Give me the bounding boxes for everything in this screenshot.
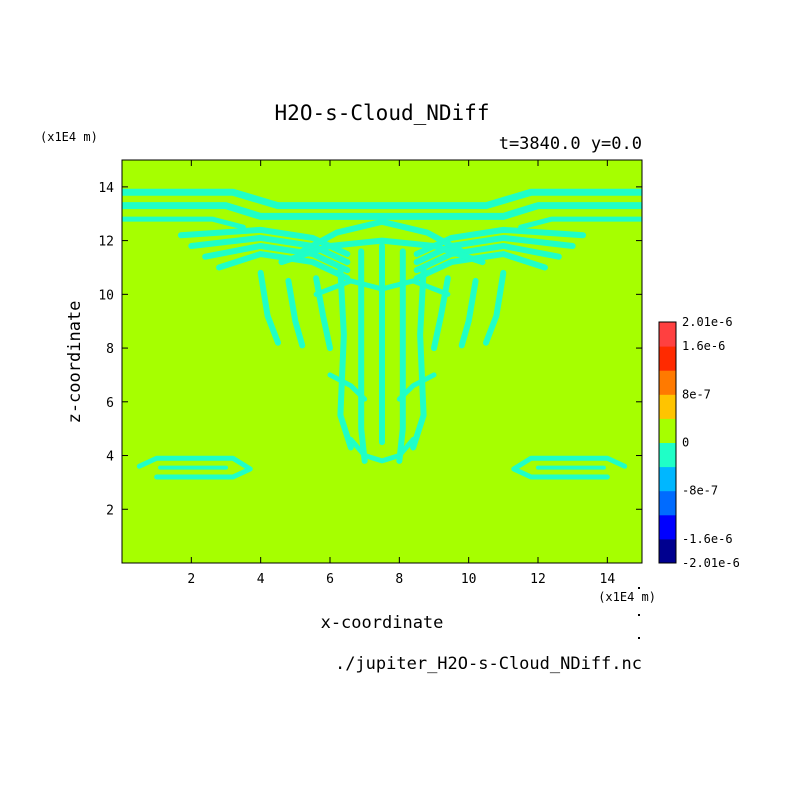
cloud-finger (483, 269, 507, 346)
plot-area (121, 159, 643, 564)
y-axis-unit: (x1E4 m) (40, 130, 98, 144)
colorbar-label: -1.6e-6 (682, 532, 733, 546)
corner-mark (638, 637, 640, 639)
y-axis-label: z-coordinate (65, 301, 85, 424)
corner-marks (638, 587, 640, 639)
cloud-band (122, 202, 642, 220)
cloud-finger (285, 277, 306, 349)
colorbar-segment (659, 394, 676, 419)
x-tick-label: 10 (461, 572, 477, 587)
colorbar-segment (659, 418, 676, 443)
x-tick-label: 6 (326, 572, 334, 587)
y-tick-label: 4 (106, 450, 114, 465)
y-tick-label: 14 (98, 181, 114, 196)
x-axis-unit: (x1E4 m) (598, 590, 656, 604)
cloud-band (122, 216, 246, 230)
cloud-band (518, 216, 642, 230)
cloud-arc-left (188, 234, 351, 266)
corner-mark (638, 587, 640, 589)
y-axis-ticks: 2 4 6 8 10 12 14 (98, 181, 642, 518)
x-tick-label: 2 (187, 572, 195, 587)
cloud-curve (327, 372, 368, 402)
x-tick-label: 8 (395, 572, 403, 587)
y-tick-label: 8 (106, 342, 114, 357)
cloud-finger (396, 248, 406, 464)
colorbar-label: -8e-7 (682, 484, 718, 498)
cloud-features (122, 188, 642, 480)
chart-subtitle: t=3840.0 y=0.0 (499, 134, 642, 154)
colorbar-segment (659, 490, 676, 516)
colorbar-segment (659, 322, 676, 347)
cloud-arc-left (202, 242, 351, 274)
colorbar-segment (659, 514, 676, 540)
cloud-finger (358, 248, 368, 464)
cloud-arc-right (413, 242, 562, 274)
y-tick-label: 6 (106, 396, 114, 411)
cloud-finger (337, 267, 354, 451)
x-tick-label: 12 (530, 572, 546, 587)
plot-frame (121, 159, 643, 564)
cloud-finger (458, 277, 479, 349)
cloud-curve (396, 372, 437, 402)
colorbar-label: -2.01e-6 (682, 556, 740, 570)
cloud-curve (313, 278, 451, 297)
colorbar-segment (659, 370, 676, 395)
x-tick-label: 14 (600, 572, 616, 587)
y-tick-label: 10 (98, 288, 114, 303)
x-axis-label: x-coordinate (321, 613, 444, 633)
x-axis-ticks: 2 4 6 8 10 12 14 (187, 160, 615, 587)
colorbar-segment (659, 346, 676, 371)
cloud-curve (278, 237, 486, 266)
cloud-finger (257, 269, 281, 346)
cloud-band (122, 188, 642, 210)
colorbar-segment (659, 466, 676, 492)
chart-title: H2O-s-Cloud_NDiff (275, 101, 490, 125)
cloud-arc-right (413, 234, 576, 266)
cloud-curve (299, 218, 465, 255)
y-tick-label: 2 (106, 503, 114, 518)
colorbar-segment (659, 538, 676, 564)
cloud-finger (410, 267, 427, 451)
cloud-finger (313, 275, 333, 352)
cloud-lower-band (136, 455, 253, 480)
x-tick-label: 4 (257, 572, 265, 587)
cloud-curve (348, 436, 416, 464)
colorbar: 2.01e-6 1.6e-6 8e-7 0 -8e-7 -1.6e-6 -2.01e-6 (658, 315, 740, 570)
cloud-finger (431, 275, 451, 352)
y-tick-label: 12 (98, 235, 114, 250)
colorbar-frame (658, 321, 677, 564)
colorbar-segment (659, 442, 676, 468)
colorbar-label: 2.01e-6 (682, 315, 733, 329)
colorbar-label: 0 (682, 436, 689, 450)
colorbar-label: 1.6e-6 (682, 339, 725, 353)
colorbar-label: 8e-7 (682, 387, 711, 401)
cloud-lower-band (511, 455, 628, 480)
corner-mark (638, 614, 640, 616)
source-filename: ./jupiter_H2O-s-Cloud_NDiff.nc (335, 654, 642, 674)
